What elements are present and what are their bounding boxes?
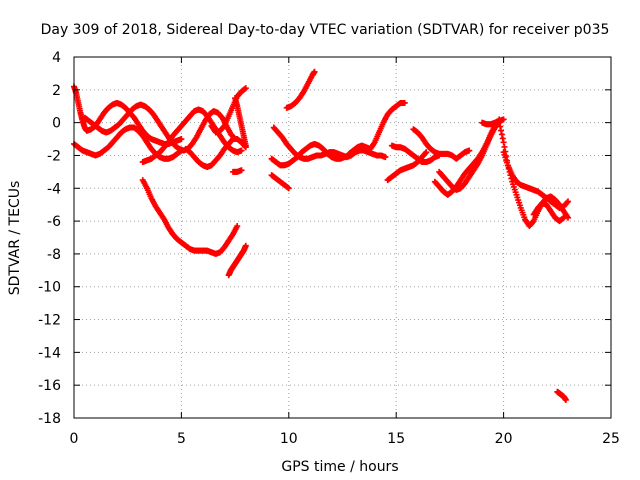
data-point (466, 147, 473, 154)
y-tick-label: -14 (38, 345, 61, 361)
data-point (423, 149, 430, 156)
data-point (497, 123, 504, 130)
y-tick-label: -10 (38, 280, 61, 296)
data-point (501, 143, 508, 150)
x-tick-label: 25 (602, 431, 620, 447)
y-tick-label: -6 (47, 214, 61, 230)
y-tick-label: -12 (38, 313, 61, 329)
y-tick-label: 0 (52, 116, 61, 132)
x-tick-label: 20 (495, 431, 513, 447)
data-point (500, 116, 507, 123)
y-tick-label: -18 (38, 411, 61, 427)
data-point (498, 127, 505, 134)
y-axis-label: SDTVAR / TECUs (7, 181, 23, 296)
plot-frame (73, 56, 612, 419)
y-tick-label: 2 (52, 83, 61, 99)
data-point (401, 99, 408, 106)
data-point (242, 85, 249, 92)
axis-ticks: 0 5 10 15 20 25 -18 -16 -14 -12 -10 -8 -6 -4 -2 0 2 4 (38, 50, 620, 447)
data-point (564, 199, 571, 206)
y-tick-label: -16 (38, 378, 61, 394)
y-tick-label: -2 (47, 148, 61, 164)
data-point (562, 396, 569, 403)
data-points (71, 68, 572, 403)
data-point (238, 167, 245, 174)
data-point (238, 147, 245, 154)
data-point (178, 136, 185, 143)
y-tick-label: -8 (47, 247, 61, 263)
data-point (311, 68, 318, 75)
x-tick-label: 5 (177, 431, 186, 447)
y-tick-label: -4 (47, 181, 61, 197)
x-axis-label: GPS time / hours (281, 459, 398, 475)
chart-title: Day 309 of 2018, Sidereal Day-to-day VTE… (41, 22, 610, 38)
data-point (234, 223, 241, 230)
data-point (285, 185, 292, 192)
data-point (242, 242, 249, 249)
x-tick-label: 0 (70, 431, 79, 447)
data-point (500, 139, 507, 146)
data-point (560, 214, 567, 221)
data-point (565, 198, 572, 205)
data-point (422, 150, 429, 157)
data-point (498, 131, 505, 138)
y-tick-label: 4 (52, 50, 61, 66)
data-point (242, 142, 249, 149)
x-tick-label: 15 (387, 431, 405, 447)
data-point (499, 135, 506, 142)
x-tick-label: 10 (280, 431, 298, 447)
data-point (382, 154, 389, 161)
